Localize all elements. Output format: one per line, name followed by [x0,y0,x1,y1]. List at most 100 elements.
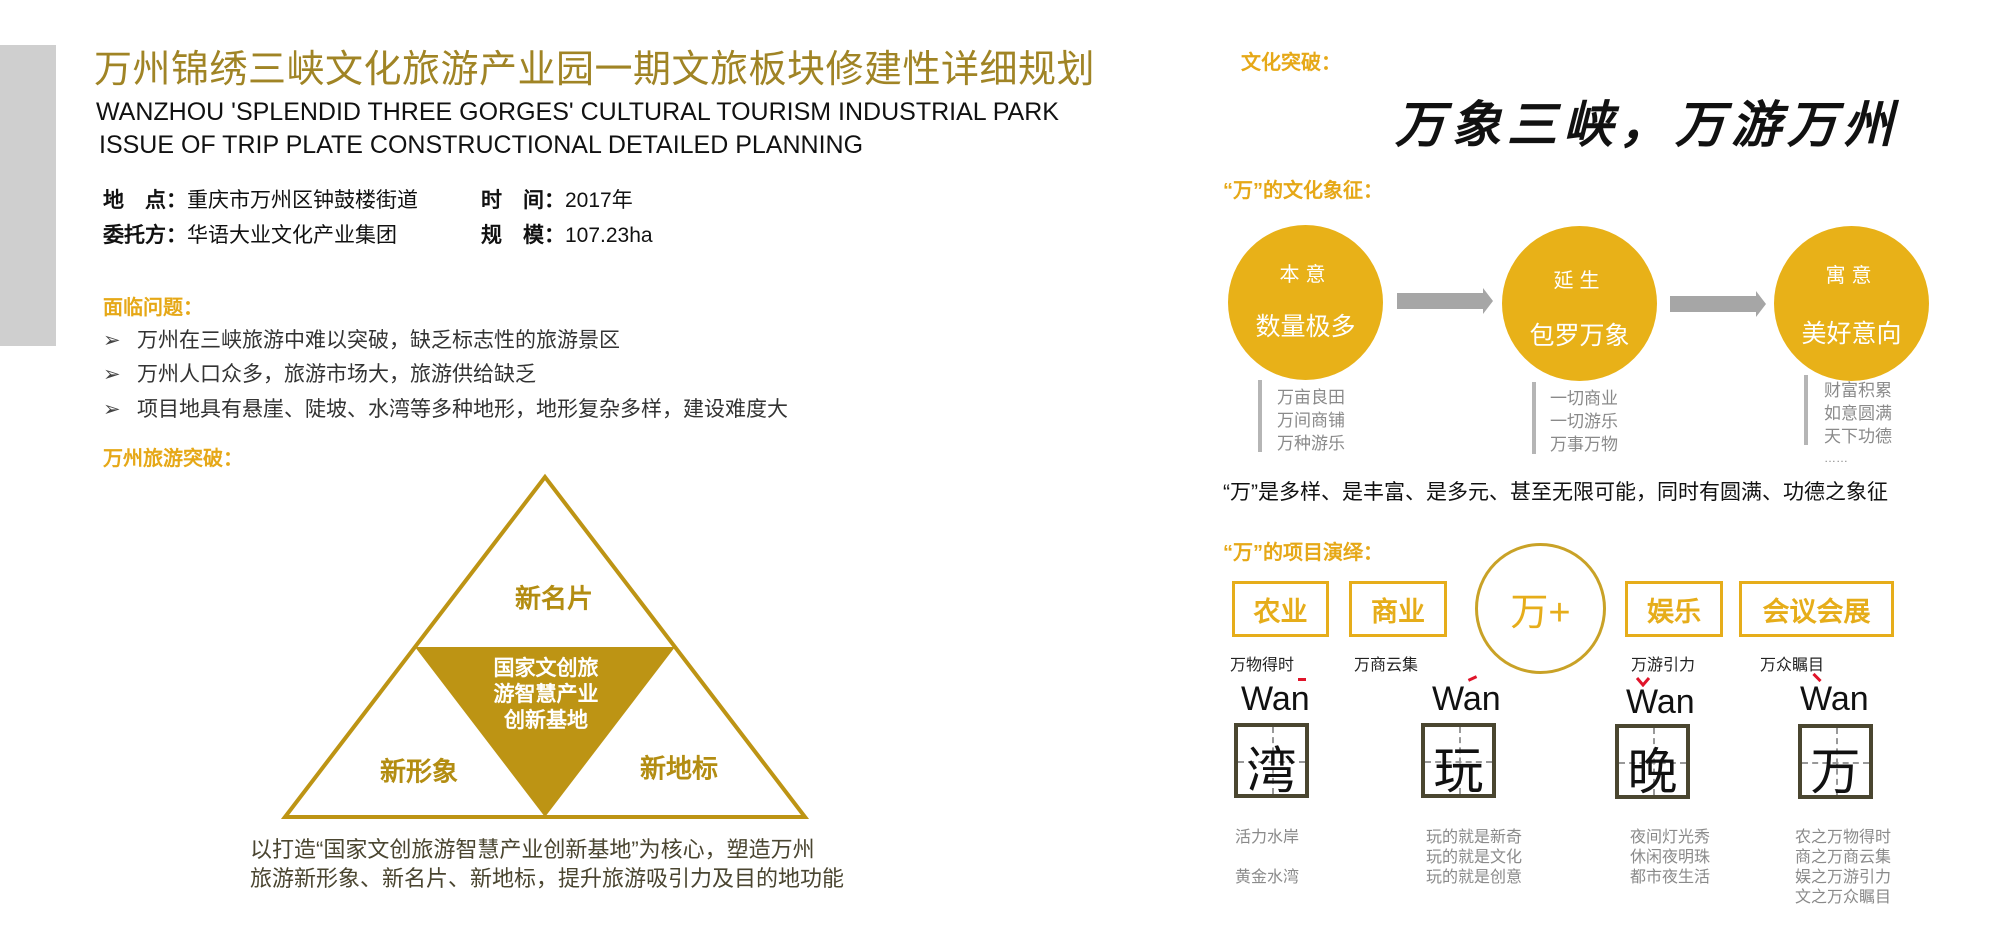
circle-value: 美好意向 [1801,320,1902,348]
list-item: 万事万物 [1550,435,1618,454]
location-value: 重庆市万州区钟鼓楼街道 [187,189,418,212]
desc-line: 娱之万游引力 [1795,869,1892,886]
desc-line: 夜间灯光秀 [1630,829,1711,846]
list-item: …… [1824,451,1848,465]
wan-plus-circle: 万+ [1475,543,1606,674]
char-glyph: 万 [1810,743,1861,801]
desc-line: 商之万商云集 [1795,849,1892,866]
circle-label: 延生 [1553,270,1606,292]
divider-line [1258,380,1262,452]
caption-line: 旅游新形象、新名片、新地标，提升旅游吸引力及目的地功能 [250,866,845,891]
divider-line [1804,375,1808,445]
desc-line: 黄金水湾 [1235,869,1300,886]
problem-item: ➢ 项目地具有悬崖、陡坡、水湾等多种地形，地形复杂多样，建设难度大 [103,393,788,423]
circle-meaning: 寓意 美好意向 [1774,226,1929,381]
box-caption: 万物得时 [1230,657,1295,674]
chevron-right-icon: ➢ [103,329,121,352]
extension-list: 一切商业 一切游乐 万事万物 [1550,387,1618,456]
info-client: 委托方：华语大业文化产业集团 [103,219,397,249]
tone-mark-first [1298,678,1306,681]
center-line: 游智慧产业 [493,683,599,706]
box-caption: 万商云集 [1354,657,1419,674]
pinyin-wan-1: Wan [1241,678,1310,719]
problem-text: 万州人口众多，旅游市场大，旅游供给缺乏 [137,363,536,386]
client-value: 华语大业文化产业集团 [187,224,397,247]
box-caption: 万众瞩目 [1760,657,1825,674]
desc-line: 玩的就是创意 [1426,869,1523,886]
center-triangle [415,647,675,817]
chevron-right-icon: ➢ [103,398,121,421]
triangle-diagram [280,473,810,819]
culture-statement: “万”是多样、是丰富、是多元、甚至无限可能，同时有圆满、功德之象征 [1223,481,1888,504]
pinyin-text: Wan [1626,683,1695,721]
time-label: 时 间： [481,189,565,212]
origin-list: 万亩良田 万间商铺 万种游乐 [1277,386,1345,455]
desc-line: 农之万物得时 [1795,829,1892,846]
circle-origin: 本意 数量极多 [1228,225,1383,380]
center-line: 国家文创旅 [493,657,599,680]
scale-value: 107.23ha [565,224,653,247]
info-time: 时 间：2017年 [481,184,633,214]
desc-line: 文之万众瞩目 [1795,889,1892,906]
project-heading: “万”的项目演绎： [1223,542,1383,564]
char-desc: 农之万物得时 商之万商云集 娱之万游引力 文之万众瞩目 [1795,828,1891,908]
char-box: 万 [1798,724,1873,801]
caption-line: 以打造“国家文创旅游智慧产业创新基地”为核心，塑造万州 [250,837,815,862]
pinyin-text: Wan [1800,680,1869,718]
problem-item: ➢ 万州在三峡旅游中难以突破，缺乏标志性的旅游景区 [103,324,620,354]
box-convention: 会议会展 [1739,581,1894,637]
meaning-list: 财富积累 如意圆满 天下功德 …… [1824,379,1892,468]
triangle-right-label: 新地标 [639,753,719,784]
tourism-heading: 万州旅游突破： [103,448,243,470]
problem-text: 万州在三峡旅游中难以突破，缺乏标志性的旅游景区 [137,329,620,352]
desc-line: 活力水岸 [1235,829,1300,846]
client-label: 委托方： [103,224,187,247]
char-desc: 活力水岸 黄金水湾 [1235,828,1299,888]
char-box: 玩 [1421,723,1496,800]
circle-label: 寓意 [1825,265,1878,287]
english-title-line1: WANZHOU 'SPLENDID THREE GORGES' CULTURAL… [96,98,1059,126]
problem-item: ➢ 万州人口众多，旅游市场大，旅游供给缺乏 [103,358,536,388]
pinyin-text: Wan [1432,680,1501,718]
page-title: 万州锦绣三峡文化旅游产业园一期文旅板块修建性详细规划 [94,49,1096,91]
symbol-heading: “万”的文化象征： [1223,180,1383,202]
tourism-caption: 以打造“国家文创旅游智慧产业创新基地”为核心，塑造万州 旅游新形象、新名片、新地… [250,835,844,893]
center-line: 创新基地 [504,709,588,732]
tone-mark-third [1636,677,1650,687]
circle-extension: 延生 包罗万象 [1502,226,1657,381]
problem-text: 项目地具有悬崖、陡坡、水湾等多种地形，地形复杂多样，建设难度大 [137,398,788,421]
english-title-line2: ISSUE OF TRIP PLATE CONSTRUCTIONAL DETAI… [99,131,864,159]
list-item: 如意圆满 [1824,404,1892,423]
char-box: 晚 [1615,724,1690,801]
triangle-center-text: 国家文创旅 游智慧产业 创新基地 [494,656,599,734]
side-accent-bar [0,45,56,346]
list-item: 一切游乐 [1550,412,1618,431]
desc-line: 休闲夜明珠 [1630,849,1711,866]
info-scale: 规 模：107.23ha [481,219,653,249]
arrow-right-icon [1397,288,1493,314]
info-location: 地 点：重庆市万州区钟鼓楼街道 [103,184,418,214]
triangle-left-label: 新形象 [379,756,459,787]
triangle-top-label: 新名片 [514,583,594,614]
chevron-right-icon: ➢ [103,363,121,386]
char-glyph: 湾 [1246,742,1297,800]
circle-label: 本意 [1279,264,1332,286]
char-box: 湾 [1234,723,1309,800]
slogan: 万象三峡，万游万州 [1395,95,1899,154]
desc-line: 玩的就是新奇 [1426,829,1523,846]
box-entertainment: 娱乐 [1625,581,1723,637]
list-item: 万种游乐 [1277,434,1345,453]
box-caption: 万游引力 [1631,657,1696,674]
list-item: 天下功德 [1824,427,1892,446]
culture-heading: 文化突破： [1241,52,1341,74]
box-commerce: 商业 [1349,581,1447,637]
scale-label: 规 模： [481,224,565,247]
list-item: 万间商铺 [1277,411,1345,430]
circle-value: 数量极多 [1255,313,1356,341]
char-glyph: 玩 [1433,742,1484,800]
problems-heading: 面临问题： [103,297,203,319]
circle-value: 包罗万象 [1529,322,1630,350]
char-desc: 玩的就是新奇 玩的就是文化 玩的就是创意 [1426,828,1522,888]
pinyin-wan-3: Wan [1626,677,1695,722]
desc-line [1235,848,1299,868]
